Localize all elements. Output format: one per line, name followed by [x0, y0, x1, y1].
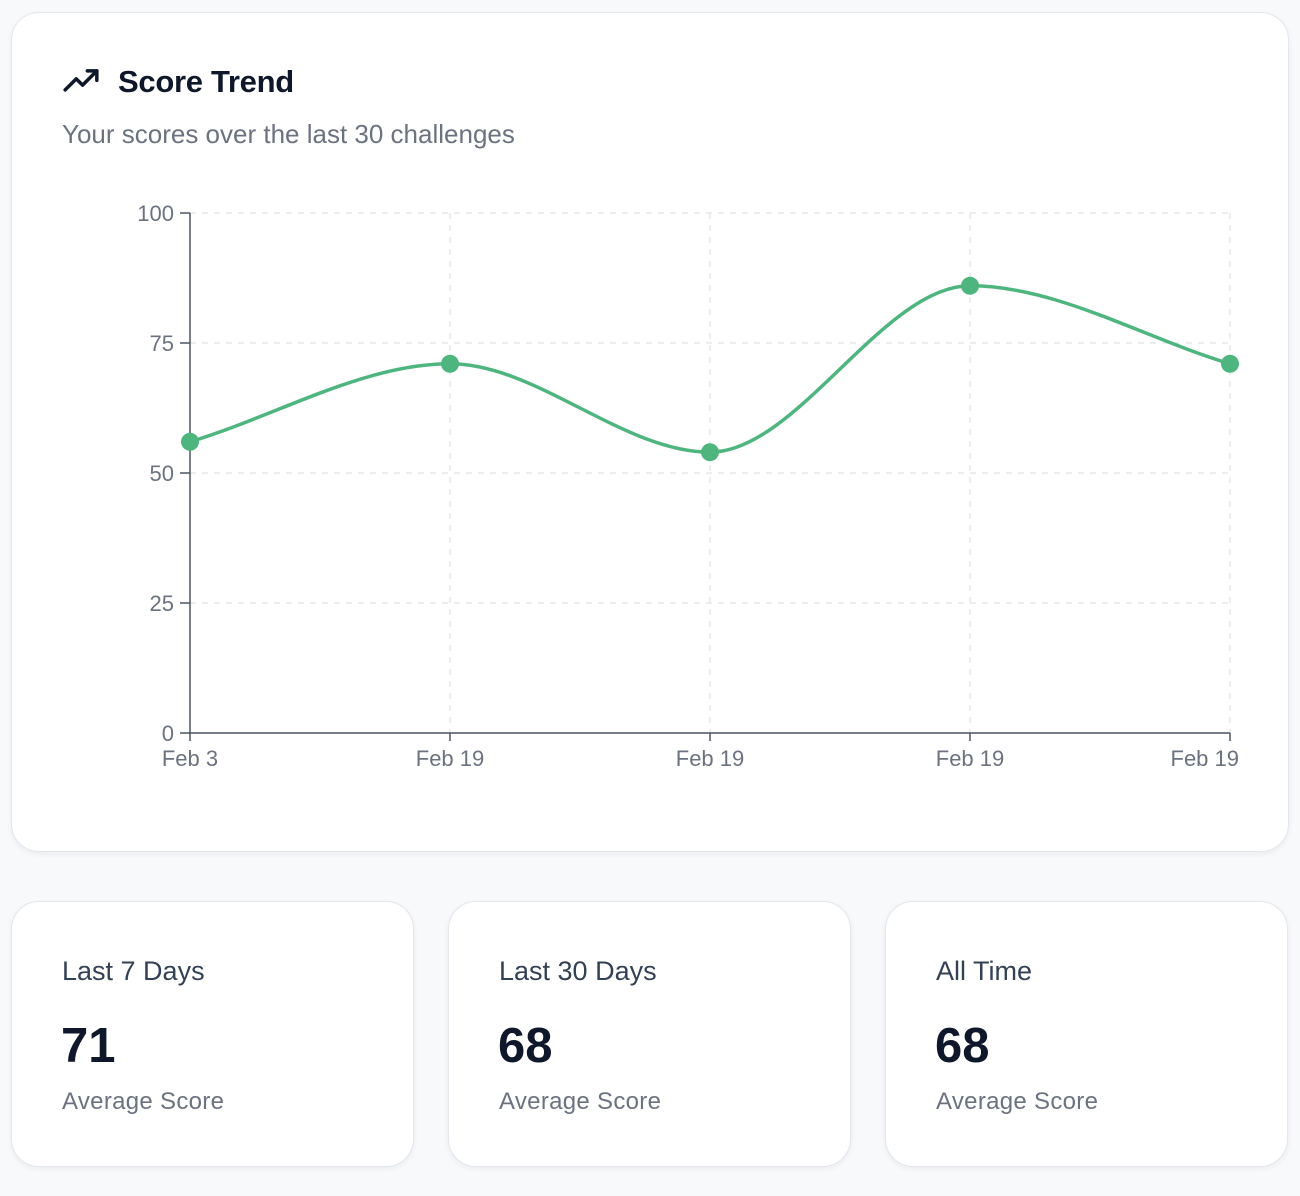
stat-label: Last 30 Days: [499, 956, 657, 986]
stat-label: All Time: [936, 956, 1033, 986]
y-tick-label: 75: [150, 331, 174, 356]
y-tick-label: 25: [150, 591, 174, 616]
stat-caption: Average Score: [62, 1088, 225, 1115]
card-title: Score Trend: [118, 64, 294, 99]
stat-label: Last 7 Days: [62, 956, 205, 986]
x-tick-label: Feb 19: [676, 746, 745, 771]
x-tick-label: Feb 3: [162, 746, 218, 771]
y-tick-label: 50: [150, 461, 174, 486]
x-tick-label: Feb 19: [416, 746, 485, 771]
x-tick-label: Feb 19: [1171, 746, 1240, 771]
x-ticks: Feb 3 Feb 19 Feb 19 Feb 19 Feb 19: [162, 733, 1239, 771]
card-subtitle: Your scores over the last 30 challenges: [62, 119, 515, 149]
y-tick-label: 100: [137, 201, 174, 226]
stat-card-last-7-days: Last 7 Days 71 Average Score: [11, 901, 414, 1167]
stat-caption: Average Score: [936, 1088, 1099, 1115]
stat-card-all-time: All Time 68 Average Score: [885, 901, 1288, 1167]
trending-up-icon: [63, 69, 99, 92]
score-points: [181, 276, 1239, 462]
stat-value: 68: [498, 1019, 553, 1073]
card-header: Score Trend: [62, 63, 294, 101]
x-tick-label: Feb 19: [936, 746, 1005, 771]
score-point: [181, 432, 199, 451]
score-point: [1221, 354, 1239, 373]
chart-grid: [190, 212, 1231, 733]
stat-value: 71: [61, 1019, 116, 1073]
stat-caption: Average Score: [499, 1088, 662, 1115]
y-tick-label: 0: [162, 721, 174, 746]
stat-value: 68: [935, 1019, 990, 1073]
score-trend-card: Score Trend Your scores over the last 30…: [11, 12, 1289, 852]
score-point: [441, 354, 459, 373]
score-trend-chart: 0 25 50 75 100 Feb 3 Feb 19 Feb 19 Feb 19 Feb 19: [137, 201, 1239, 771]
score-point: [961, 276, 979, 295]
score-point: [701, 443, 719, 462]
stat-card-last-30-days: Last 30 Days 68 Average Score: [448, 901, 851, 1167]
y-ticks: 0 25 50 75 100: [137, 201, 190, 746]
